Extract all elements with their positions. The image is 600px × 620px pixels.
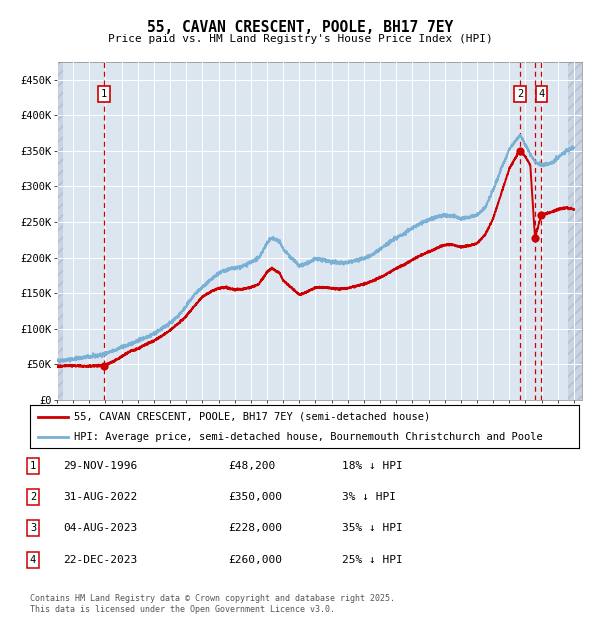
Text: £350,000: £350,000 (228, 492, 282, 502)
Text: 18% ↓ HPI: 18% ↓ HPI (342, 461, 403, 471)
Text: 4: 4 (30, 555, 36, 565)
Bar (568, 62, 584, 400)
Point (99, 361, 109, 371)
Text: £260,000: £260,000 (228, 555, 282, 565)
Text: 2: 2 (30, 492, 36, 502)
Text: 55, CAVAN CRESCENT, POOLE, BH17 7EY (semi-detached house): 55, CAVAN CRESCENT, POOLE, BH17 7EY (sem… (74, 412, 430, 422)
Point (530, 232, 540, 242)
Text: £48,200: £48,200 (228, 461, 275, 471)
Text: 2: 2 (517, 89, 523, 99)
Text: 3% ↓ HPI: 3% ↓ HPI (342, 492, 396, 502)
Text: £228,000: £228,000 (228, 523, 282, 533)
Text: 29-NOV-1996: 29-NOV-1996 (63, 461, 137, 471)
Text: Contains HM Land Registry data © Crown copyright and database right 2025.
This d: Contains HM Land Registry data © Crown c… (30, 595, 395, 614)
Text: 31-AUG-2022: 31-AUG-2022 (63, 492, 137, 502)
Text: 25% ↓ HPI: 25% ↓ HPI (342, 555, 403, 565)
Text: HPI: Average price, semi-detached house, Bournemouth Christchurch and Poole: HPI: Average price, semi-detached house,… (74, 432, 542, 442)
Bar (57, 62, 62, 400)
Text: 04-AUG-2023: 04-AUG-2023 (63, 523, 137, 533)
Text: 55, CAVAN CRESCENT, POOLE, BH17 7EY: 55, CAVAN CRESCENT, POOLE, BH17 7EY (147, 20, 453, 35)
Text: Price paid vs. HM Land Registry's House Price Index (HPI): Price paid vs. HM Land Registry's House … (107, 34, 493, 44)
Text: 1: 1 (30, 461, 36, 471)
Text: 4: 4 (538, 89, 544, 99)
Point (536, 210, 546, 220)
Text: 22-DEC-2023: 22-DEC-2023 (63, 555, 137, 565)
Text: 35% ↓ HPI: 35% ↓ HPI (342, 523, 403, 533)
Text: 1: 1 (101, 89, 107, 99)
Text: 3: 3 (30, 523, 36, 533)
Point (515, 146, 525, 156)
